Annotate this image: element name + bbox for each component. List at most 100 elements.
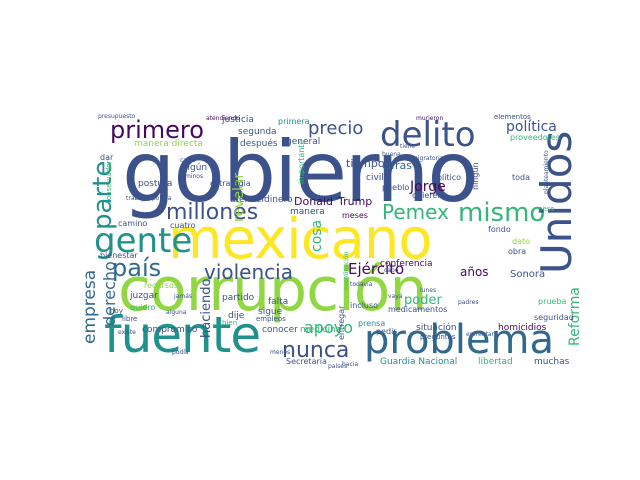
word-conocer: conocer — [262, 325, 298, 335]
word-jorge: Jorge — [410, 179, 446, 195]
word-fuente: fuente — [104, 306, 261, 364]
word-mismo: mismo — [458, 198, 546, 228]
word-proveedores: proveedores — [510, 133, 560, 142]
word-dinero: dinero — [264, 195, 293, 205]
word-millones: millones — [166, 200, 259, 225]
word-conservador: conservador — [105, 160, 113, 204]
word-problema: problema — [364, 317, 555, 363]
word-prensa: prensa — [358, 319, 386, 328]
word-toda: toda — [512, 173, 531, 182]
word-pueblo: pueblo — [382, 183, 410, 192]
word-partido: partido — [222, 293, 255, 303]
word-segunda: segunda — [238, 127, 277, 137]
word-camino: camino — [118, 219, 148, 228]
word-delito: delito — [380, 115, 476, 155]
word-gente: gente — [94, 221, 193, 261]
word-atender: atender — [230, 195, 266, 205]
word-caminos: caminos — [178, 173, 204, 180]
word-corrupcion: corrupción — [118, 255, 427, 325]
word-politica: política — [506, 119, 557, 135]
word-empresa: empresa — [82, 269, 100, 344]
word-vaya: vaya — [388, 293, 403, 300]
word-fondo: fondo — [488, 225, 511, 234]
word-planteamiento: planteamiento — [543, 150, 550, 194]
word-cifras: cifras — [382, 159, 412, 172]
word-sigue: sigue — [258, 307, 283, 317]
word-cuatro: cuatro — [170, 221, 196, 230]
word-jamas: jamás — [174, 293, 192, 300]
word-menos: menos — [270, 349, 291, 356]
word-trabajo: trabajo — [126, 195, 148, 202]
word-importante: importante — [297, 139, 306, 184]
word-enfrentar: enfrentar — [466, 331, 494, 338]
word-pedir: pedir — [376, 327, 397, 336]
word-compromiso: compromiso — [142, 325, 198, 335]
word-preguntas: preguntas — [420, 333, 456, 341]
word-obra: obra — [508, 247, 527, 256]
word-entregar: entregar — [337, 305, 346, 340]
word-politico: político — [432, 173, 462, 182]
word-libertad: libertad — [478, 357, 513, 367]
word-cosa: cosa — [309, 219, 325, 252]
word-donald: Donald — [294, 195, 333, 208]
word-primero: primero — [110, 116, 204, 144]
word-dar: dar — [100, 153, 114, 162]
word-gobierno: gobierno — [122, 123, 479, 221]
word-estrategia: estrategia — [210, 179, 251, 188]
word-guardia-nacional: Guardia Nacional — [380, 357, 458, 367]
word-recursos: recursos — [144, 281, 179, 290]
word-primera: primera — [278, 117, 310, 126]
word-sonora: Sonora — [510, 269, 546, 280]
word-pais: país — [112, 254, 162, 282]
word-dije: dije — [228, 311, 245, 321]
word-elementos: elementos — [494, 114, 531, 121]
word-quieren: quieren — [412, 191, 443, 200]
word-ejercito: Ejército — [348, 260, 405, 278]
word-lunes: lunes — [420, 287, 437, 294]
word-policia: policía — [152, 195, 172, 202]
word-muchas: muchas — [534, 357, 570, 367]
word-derecho: derecho — [100, 261, 119, 326]
word-existe: existe — [118, 329, 136, 336]
word-prueba: prueba — [538, 297, 567, 306]
word-murieron: murieron — [416, 115, 444, 122]
word-tiene: tiene — [400, 143, 416, 150]
word-tiempo: tiempo — [346, 157, 385, 170]
word-cloud: gobierno corrupción mexicano fuente prob… — [82, 114, 584, 370]
word-medicamentos: medicamentos — [388, 305, 448, 314]
word-atendiendo: atendiendo — [206, 115, 240, 122]
word-presupuesto: presupuesto — [98, 114, 136, 120]
word-apoyo: apoyo — [304, 318, 354, 337]
word-homicidios: homicidios — [498, 323, 547, 333]
word-meses: meses — [342, 211, 368, 220]
word-hacia: hacia — [342, 361, 359, 368]
word-todavia: todavía — [350, 281, 373, 288]
word-hoy: hoy — [110, 307, 123, 315]
word-cabo: cabo — [384, 267, 399, 274]
word-ningun: ningún — [471, 162, 480, 190]
word-juzgar: juzgar — [130, 291, 158, 301]
word-poder: poder — [404, 293, 442, 308]
word-nunca: nunca — [282, 338, 350, 363]
word-empleos: empleos — [256, 315, 286, 323]
word-justicia: justicia — [222, 115, 254, 125]
word-carta: carta — [180, 157, 196, 164]
word-libre: libre — [122, 315, 138, 323]
word-quiero: quiero — [130, 303, 156, 312]
word-peso: peso — [538, 205, 555, 213]
word-mexicano: mexicano — [168, 207, 433, 272]
word-medicina: medicina — [300, 325, 342, 335]
word-haciendo: haciendo — [199, 278, 214, 338]
word-seguridad: seguridad — [534, 313, 574, 322]
word-falta: falta — [268, 297, 289, 307]
word-situacion: situación — [416, 323, 457, 333]
word-padres: padres — [458, 299, 479, 306]
word-manera: manera — [290, 207, 325, 217]
word-postura: postura — [138, 179, 173, 189]
word-bien: bien — [222, 319, 238, 327]
word-bienestar: bienestar — [100, 251, 138, 260]
word-trump: Trump — [338, 195, 373, 208]
word-violencia: violencia — [204, 260, 293, 284]
word-secretaria: Secretaría — [286, 357, 327, 366]
word-algun: algún — [182, 163, 208, 173]
